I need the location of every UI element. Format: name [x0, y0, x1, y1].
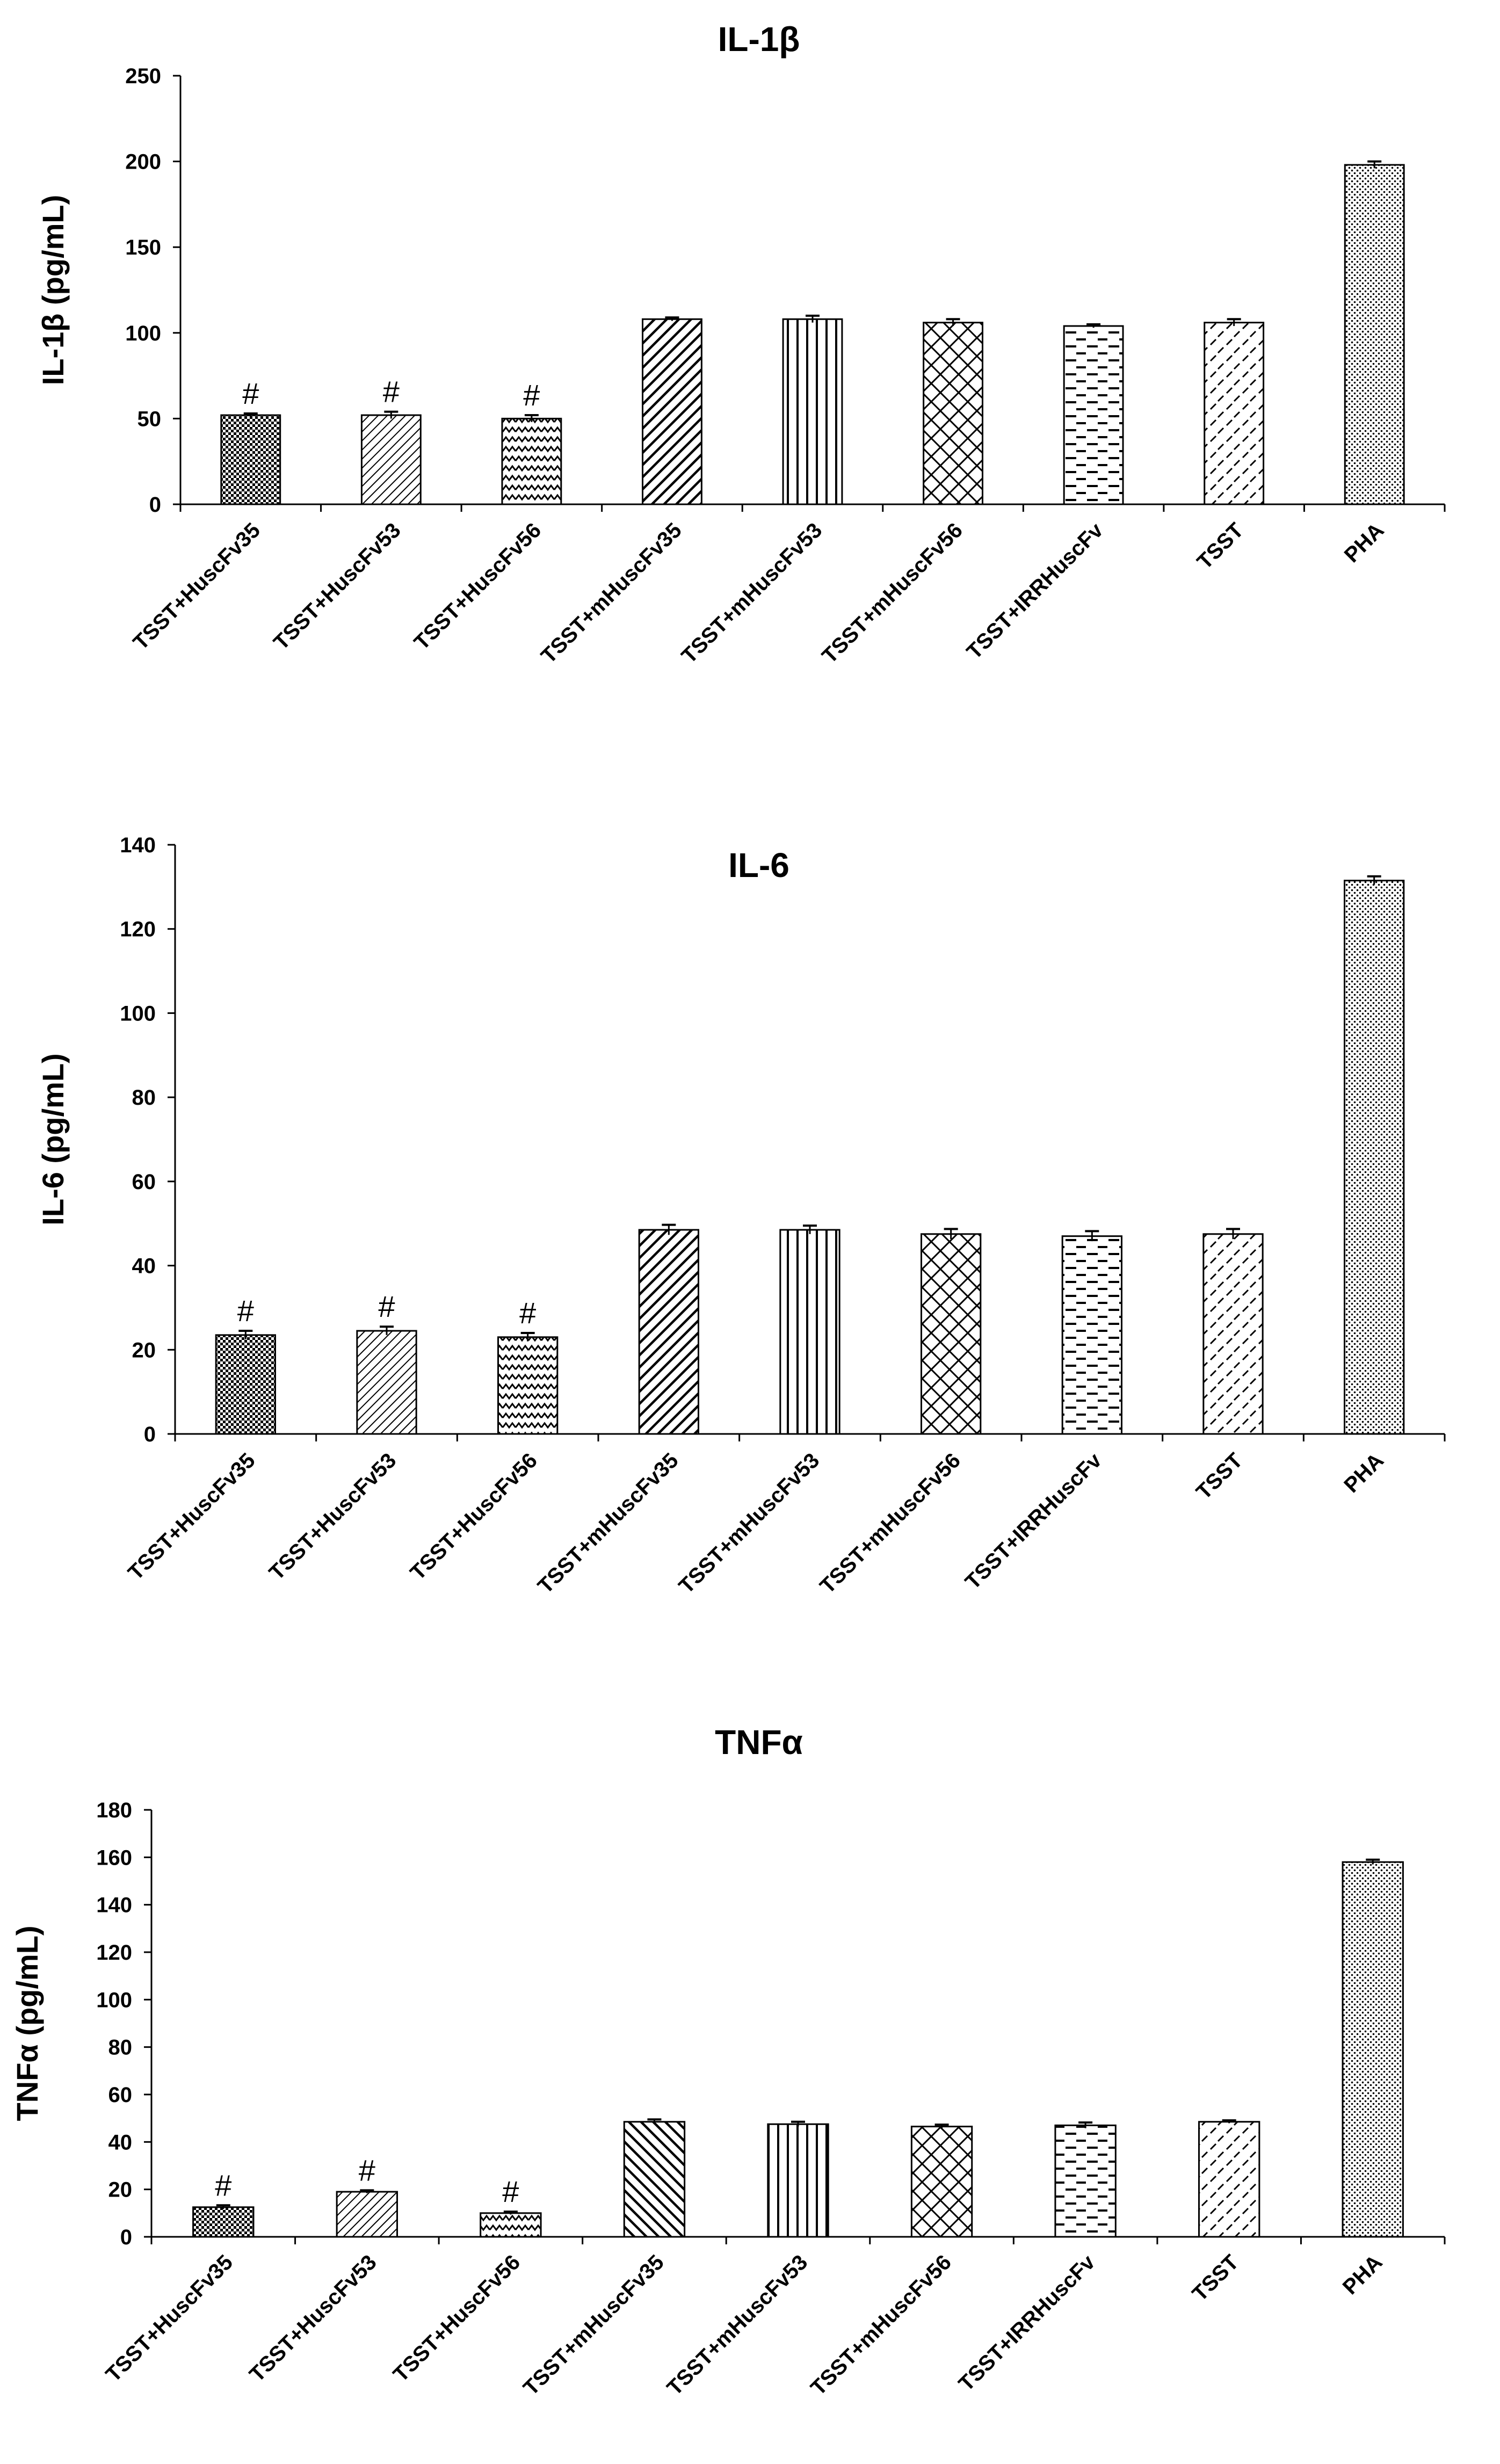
chart-1-y-tick-label: 140	[120, 834, 156, 857]
chart-0-y-tick-label: 150	[125, 236, 161, 259]
chart-0-significance-mark: #	[523, 378, 540, 412]
chart-2-category-label: TSST+HuscFv35	[102, 2250, 238, 2387]
chart-0-category-label: TSST+HuscFv53	[269, 518, 405, 655]
chart-2-category-label: TSST+mHuscFv53	[663, 2250, 813, 2400]
chart-0-bar	[501, 417, 562, 505]
chart-2-bar	[1342, 1861, 1404, 2238]
chart-0-y-tick-label: 100	[125, 322, 161, 345]
chart-1-category-label: PHA	[1339, 1448, 1388, 1497]
chart-0-bar	[782, 318, 843, 505]
chart-0-bar	[1344, 164, 1405, 505]
chart-2-bar	[910, 2126, 973, 2238]
chart-2-significance-mark: #	[502, 2175, 519, 2208]
chart-1-category-label: TSST+mHuscFv53	[675, 1448, 824, 1598]
chart-0-y-tick-label: 200	[125, 150, 161, 174]
chart-0-significance-mark: #	[242, 376, 259, 410]
chart-1-bar	[497, 1336, 559, 1435]
chart-0-category-label: TSST+HuscFv35	[129, 518, 265, 655]
chart-2-category-label: PHA	[1338, 2250, 1387, 2299]
chart-0-bar	[642, 318, 702, 505]
chart-2-category-label: TSST+IRRHuscFv	[954, 2250, 1100, 2396]
chart-2-category-label: TSST+mHuscFv56	[806, 2250, 956, 2400]
chart-2-title: TNFα	[715, 1723, 803, 1762]
chart-0-bar	[1204, 322, 1265, 505]
chart-1-title: IL-6	[728, 846, 789, 885]
chart-1-category-label: TSST+HuscFv53	[265, 1448, 401, 1585]
chart-2-category-label: TSST+HuscFv56	[389, 2250, 525, 2387]
chart-0-y-tick-label: 250	[125, 64, 161, 88]
chart-0-y-tick-label: 0	[149, 493, 161, 517]
chart-1-y-tick-label: 120	[120, 918, 156, 941]
chart-1-significance-mark: #	[378, 1289, 395, 1323]
chart-0-significance-mark: #	[383, 375, 400, 409]
chart-2-category-label: TSST	[1188, 2250, 1243, 2306]
chart-0-bar	[1063, 325, 1124, 505]
chart-1-significance-mark: #	[519, 1296, 536, 1330]
chart-1-category-label: TSST	[1192, 1448, 1247, 1504]
chart-1-y-tick-label: 20	[132, 1338, 156, 1362]
chart-2-bar	[480, 2212, 542, 2238]
chart-2-bar	[336, 2191, 398, 2238]
chart-0-bar	[923, 322, 983, 505]
chart-2-category-label: TSST+HuscFv53	[245, 2250, 381, 2387]
chart-2-y-tick-label: 180	[96, 1799, 132, 1822]
chart-1-bar	[1202, 1233, 1264, 1435]
chart-1-bar	[215, 1334, 276, 1435]
chart-1-bar	[638, 1229, 699, 1435]
tnfa-chart: TNFα TNFα (pg/mL) 0 20 40 60 80 100 120 140 160 180…	[10, 1723, 1446, 2400]
chart-1-bar	[356, 1330, 417, 1435]
chart-1-y-tick-label: 80	[132, 1086, 156, 1110]
chart-2-y-tick-label: 40	[108, 2130, 133, 2154]
chart-1-bar	[1344, 880, 1405, 1435]
chart-1-y-tick-label: 0	[144, 1423, 156, 1446]
chart-2-significance-mark: #	[215, 2168, 231, 2202]
chart-2-bar	[1198, 2121, 1260, 2238]
chart-1-category-label: TSST+mHuscFv35	[533, 1448, 683, 1598]
chart-2-bar	[767, 2123, 829, 2238]
chart-1-bar	[1061, 1235, 1122, 1435]
chart-1-bar	[921, 1233, 982, 1435]
chart-0-y-axis-title: IL-1β (pg/mL)	[36, 195, 70, 386]
il6-chart: IL-6 IL-6 (pg/mL) 0 20 40 60 80 100 120 140 # TSST+…	[36, 834, 1446, 1598]
chart-0-category-label: TSST	[1193, 518, 1248, 574]
chart-1-significance-mark: #	[237, 1294, 254, 1328]
chart-2-significance-mark: #	[359, 2153, 375, 2187]
chart-2-bar	[623, 2121, 686, 2238]
chart-1-bar	[779, 1229, 840, 1435]
chart-0-category-label: TSST+mHuscFv35	[537, 518, 686, 668]
chart-0-title: IL-1β	[718, 20, 800, 59]
chart-2-y-tick-label: 60	[108, 2083, 133, 2107]
chart-1-y-tick-label: 40	[132, 1255, 156, 1278]
chart-1-category-label: TSST+IRRHuscFv	[961, 1448, 1106, 1594]
chart-0-category-label: TSST+HuscFv56	[410, 518, 546, 655]
chart-2-bar	[1054, 2124, 1117, 2238]
chart-0-category-label: TSST+mHuscFv56	[817, 518, 967, 668]
chart-2-y-tick-label: 160	[96, 1846, 132, 1869]
chart-1-y-axis-title: IL-6 (pg/mL)	[36, 1053, 70, 1225]
chart-1-y-tick-label: 60	[132, 1170, 156, 1194]
chart-0-y-tick-label: 50	[137, 407, 162, 431]
chart-2-y-tick-label: 20	[108, 2178, 133, 2202]
chart-2-y-tick-label: 0	[120, 2226, 132, 2249]
chart-1-category-label: TSST+HuscFv56	[405, 1448, 542, 1585]
chart-1-category-label: TSST+mHuscFv56	[815, 1448, 965, 1598]
chart-0-bar	[360, 414, 422, 505]
chart-2-bar	[192, 2206, 255, 2238]
chart-2-category-label: TSST+mHuscFv35	[519, 2250, 669, 2400]
chart-2-y-tick-label: 120	[96, 1941, 132, 1965]
chart-2-y-axis-title: TNFα (pg/mL)	[10, 1925, 44, 2121]
chart-0-category-label: TSST+IRRHuscFv	[962, 518, 1108, 664]
chart-1-y-tick-label: 100	[120, 1002, 156, 1025]
il1b-chart: IL-1β IL-1β (pg/mL) 0 50 100 150 200 250 # TSST+H…	[36, 20, 1446, 668]
chart-2-y-tick-label: 100	[96, 1988, 132, 2012]
chart-0-bar	[220, 414, 281, 505]
chart-2-y-tick-label: 80	[108, 2036, 133, 2060]
chart-0-category-label: PHA	[1340, 518, 1389, 567]
chart-1-category-label: TSST+HuscFv35	[124, 1448, 260, 1585]
chart-2-y-tick-label: 140	[96, 1894, 132, 1917]
chart-0-category-label: TSST+mHuscFv53	[677, 518, 827, 668]
